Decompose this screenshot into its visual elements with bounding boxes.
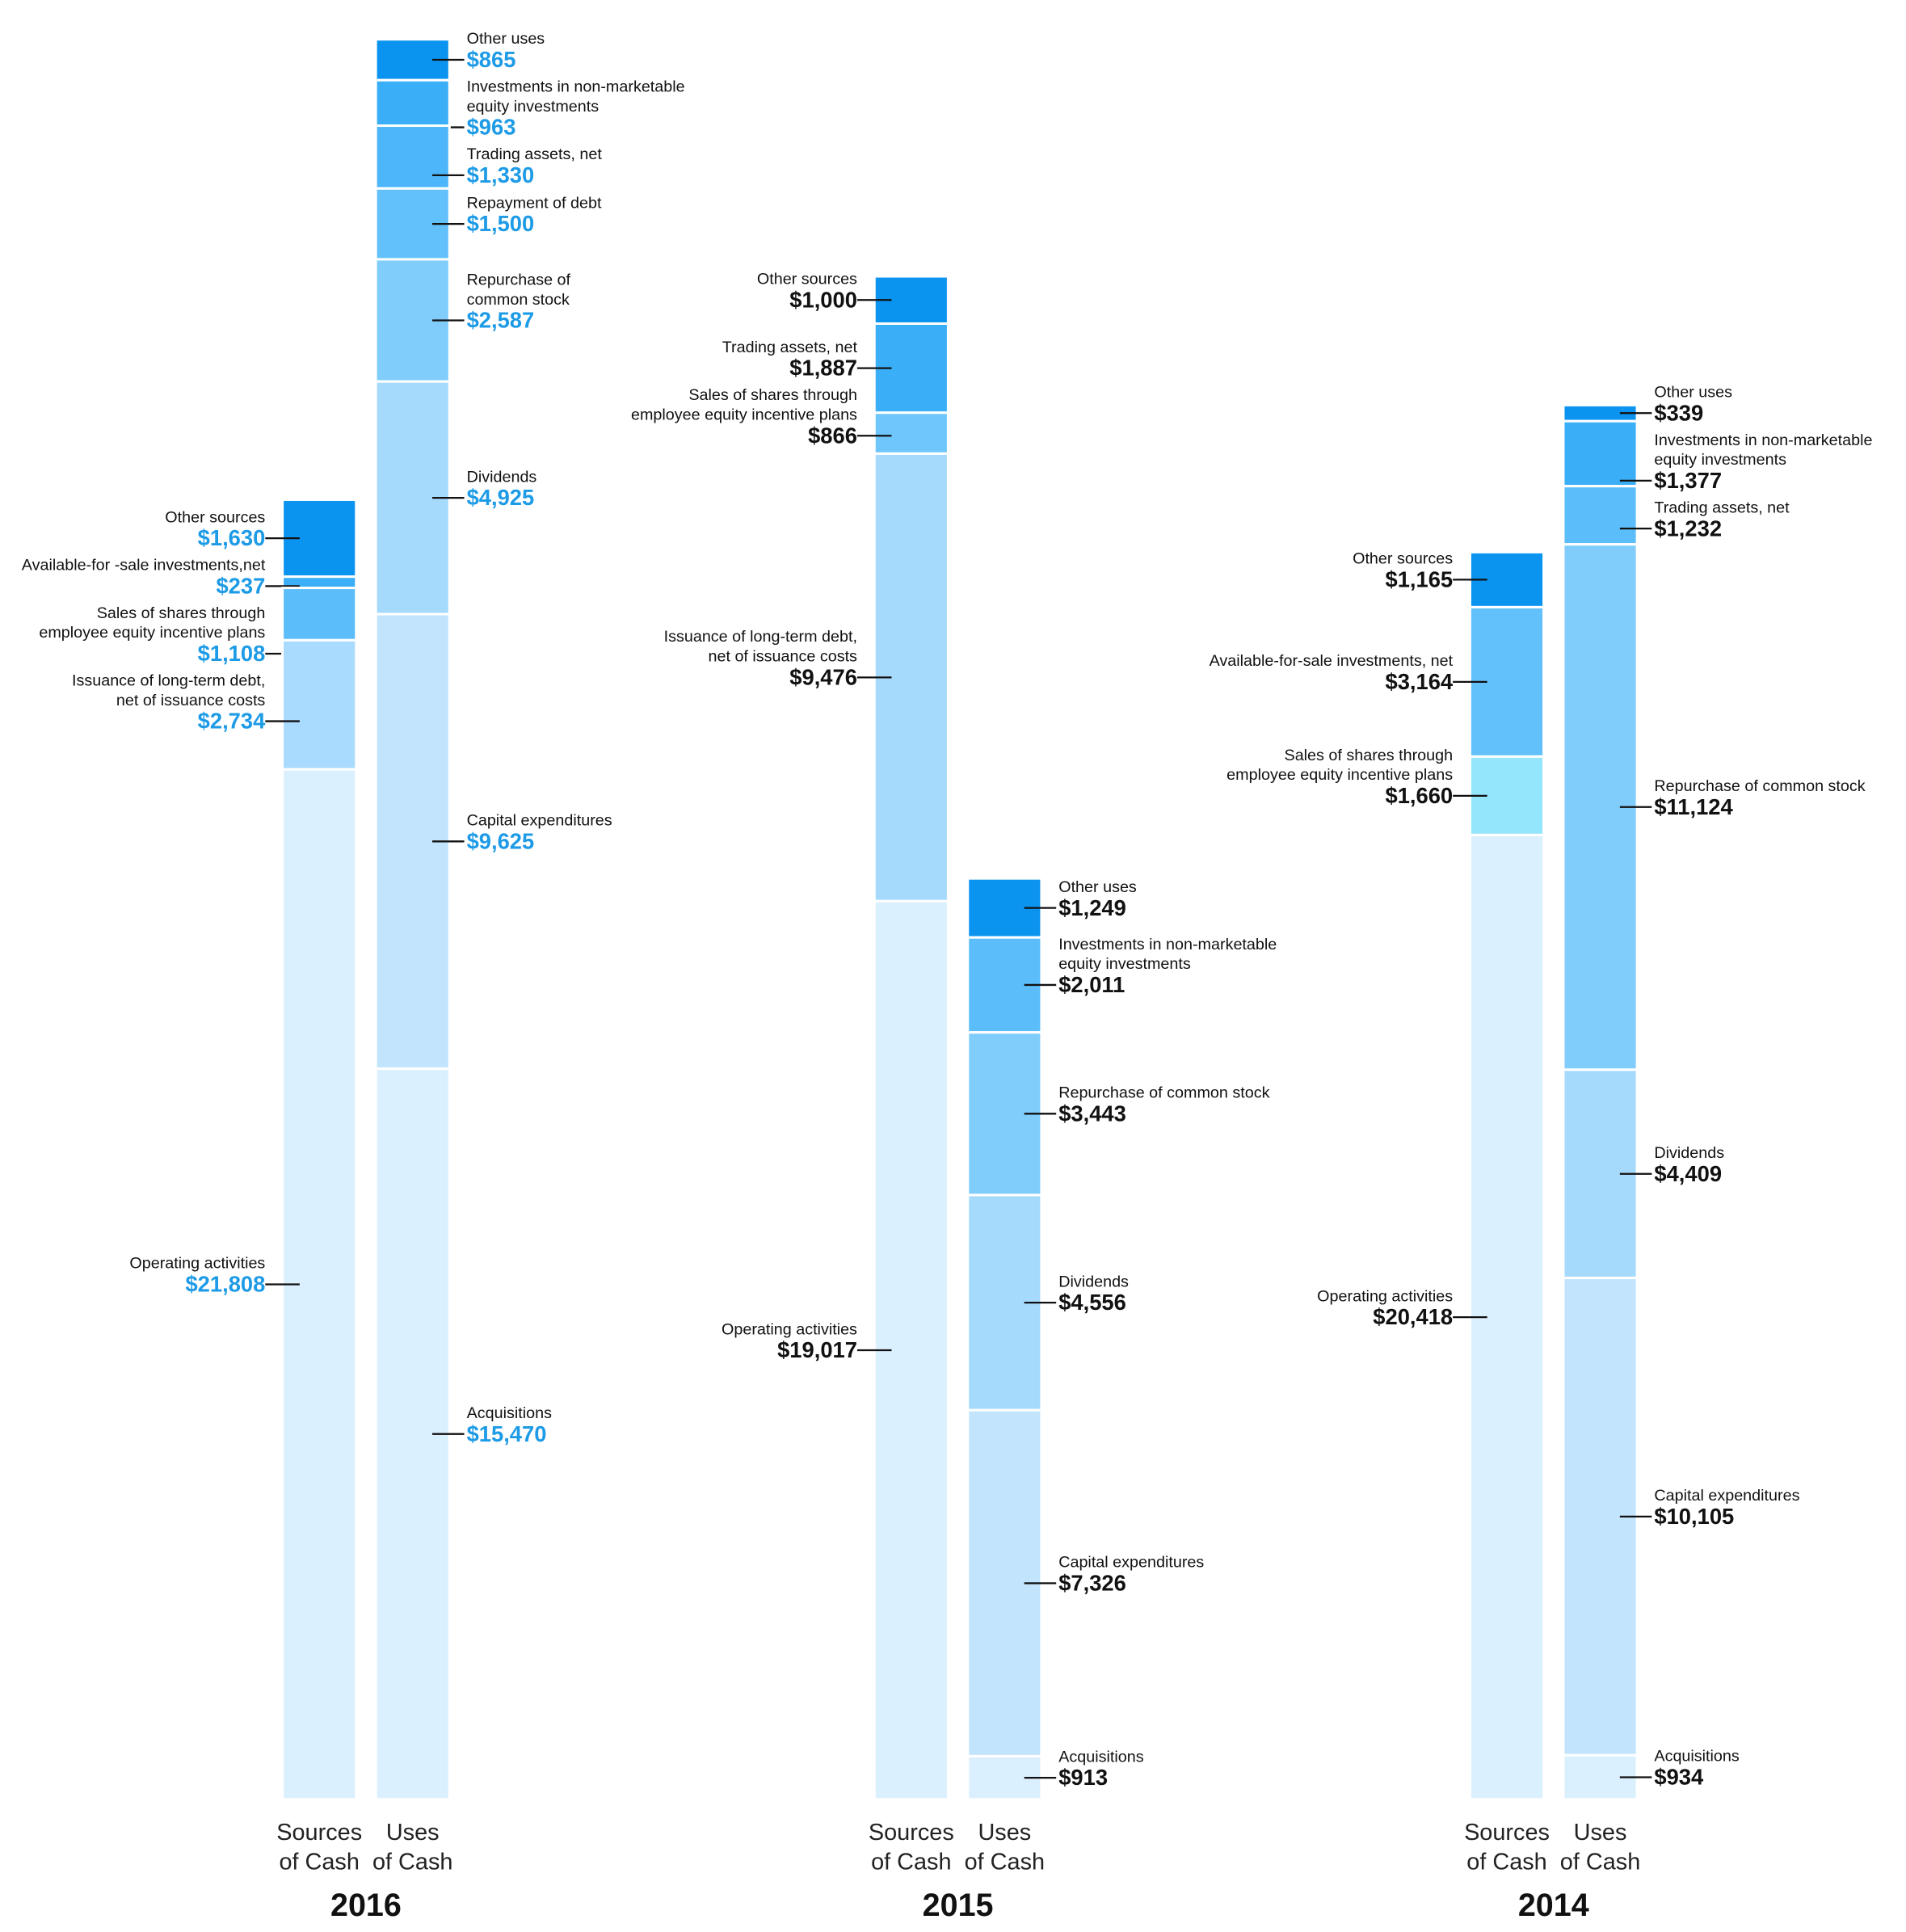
category-label: Sources of Cash [276,1820,362,1875]
segment-label: Operating activities [722,1320,857,1338]
value-label: $1,249 [1058,895,1126,920]
category-label: Uses of Cash [965,1820,1045,1875]
segment-label: Operating activities [129,1255,265,1273]
value-label: $1,887 [789,356,857,381]
value-label: $7,326 [1058,1570,1126,1595]
value-label: $1,330 [467,162,535,187]
segment-label: Investments in non-marketable equity inve… [467,78,685,115]
value-label: $865 [467,47,516,72]
segment-label: Trading assets, net [722,339,858,356]
value-label: $21,808 [185,1272,265,1297]
year-title: 2016 [330,1888,402,1923]
segment-label: Available-for -sale investments,net [22,557,266,575]
segment-label: Dividends [467,468,537,486]
segment-label: Acquisitions [1058,1748,1144,1766]
segment-label: Investments in non-marketable equity inve… [1058,936,1277,973]
value-label: $913 [1058,1765,1108,1790]
segment [1562,419,1639,488]
segment-label: Other uses [467,30,545,48]
segment [374,124,451,190]
value-label: $866 [808,423,857,448]
year-title: 2015 [923,1888,994,1923]
segment-label: Issuance of long-term debt, net of issuan… [72,671,265,709]
segment-label: Trading assets, net [467,145,603,163]
segment-label: Operating activities [1317,1287,1453,1305]
segment-label: Capital expenditures [467,812,612,830]
segment-label: Acquisitions [467,1404,553,1422]
segment-label: Available-for-sale investments, net [1210,652,1454,670]
value-label: $1,630 [198,525,266,550]
value-label: $3,443 [1058,1101,1126,1126]
segment [374,78,451,128]
value-label: $11,124 [1654,794,1733,819]
segment-label: Other sources [757,271,857,288]
segment [281,587,358,642]
value-label: $19,017 [777,1337,857,1362]
segment-label: Other sources [165,508,265,526]
value-label: $2,587 [467,308,535,333]
value-label: $4,409 [1654,1161,1722,1186]
value-label: $9,625 [467,828,535,853]
value-label: $1,108 [198,641,266,666]
segment [281,638,358,771]
segment-label: Dividends [1058,1273,1129,1290]
segment-label: Issuance of long-term debt, net of issuan… [664,628,857,665]
value-label: $237 [216,573,265,598]
segment-label: Repurchase of common stock [1654,777,1865,795]
value-label: $3,164 [1385,669,1453,694]
segment-label: Sales of shares through employee equity i… [1226,747,1453,784]
category-label: Sources of Cash [1464,1820,1550,1875]
value-label: $20,418 [1373,1304,1453,1329]
segment [1562,485,1639,546]
segment-label: Repurchase of common stock [467,271,571,308]
value-label: $2,734 [198,709,266,734]
value-label: $1,660 [1385,783,1453,808]
segment-label: Other uses [1654,384,1732,402]
segment-label: Capital expenditures [1058,1554,1204,1572]
category-label: Uses of Cash [372,1820,452,1875]
segment-label: Repayment of debt [467,194,602,212]
value-label: $1,500 [467,211,535,236]
segment-label: Sales of shares through employee equity i… [631,386,857,423]
value-label: $15,470 [467,1421,547,1446]
year-title: 2014 [1518,1888,1589,1923]
segment-label: Repurchase of common stock [1058,1084,1269,1102]
value-label: $10,105 [1654,1504,1734,1529]
segment-label: Capital expenditures [1654,1487,1799,1505]
value-label: $963 [467,115,516,140]
segment-label: Trading assets, net [1654,499,1790,516]
value-label: $1,165 [1385,566,1453,591]
segment-label: Acquisitions [1654,1748,1740,1766]
value-label: $1,000 [789,287,857,312]
value-label: $934 [1654,1765,1704,1790]
segment-label: Other sources [1353,550,1453,568]
value-label: $1,377 [1654,468,1722,493]
value-label: $2,011 [1058,972,1125,997]
segment-label: Other uses [1058,878,1137,896]
segment [873,411,949,455]
value-label: $4,925 [467,485,535,510]
value-label: $9,476 [789,664,857,689]
segment-label: Investments in non-marketable equity inve… [1654,431,1872,469]
value-label: $339 [1654,400,1703,425]
segment-label: Dividends [1654,1144,1724,1162]
category-label: Sources of Cash [869,1820,954,1875]
value-label: $4,556 [1058,1290,1126,1315]
segment-label: Sales of shares through employee equity i… [39,604,265,642]
category-label: Uses of Cash [1560,1820,1640,1875]
value-label: $1,232 [1654,516,1722,541]
